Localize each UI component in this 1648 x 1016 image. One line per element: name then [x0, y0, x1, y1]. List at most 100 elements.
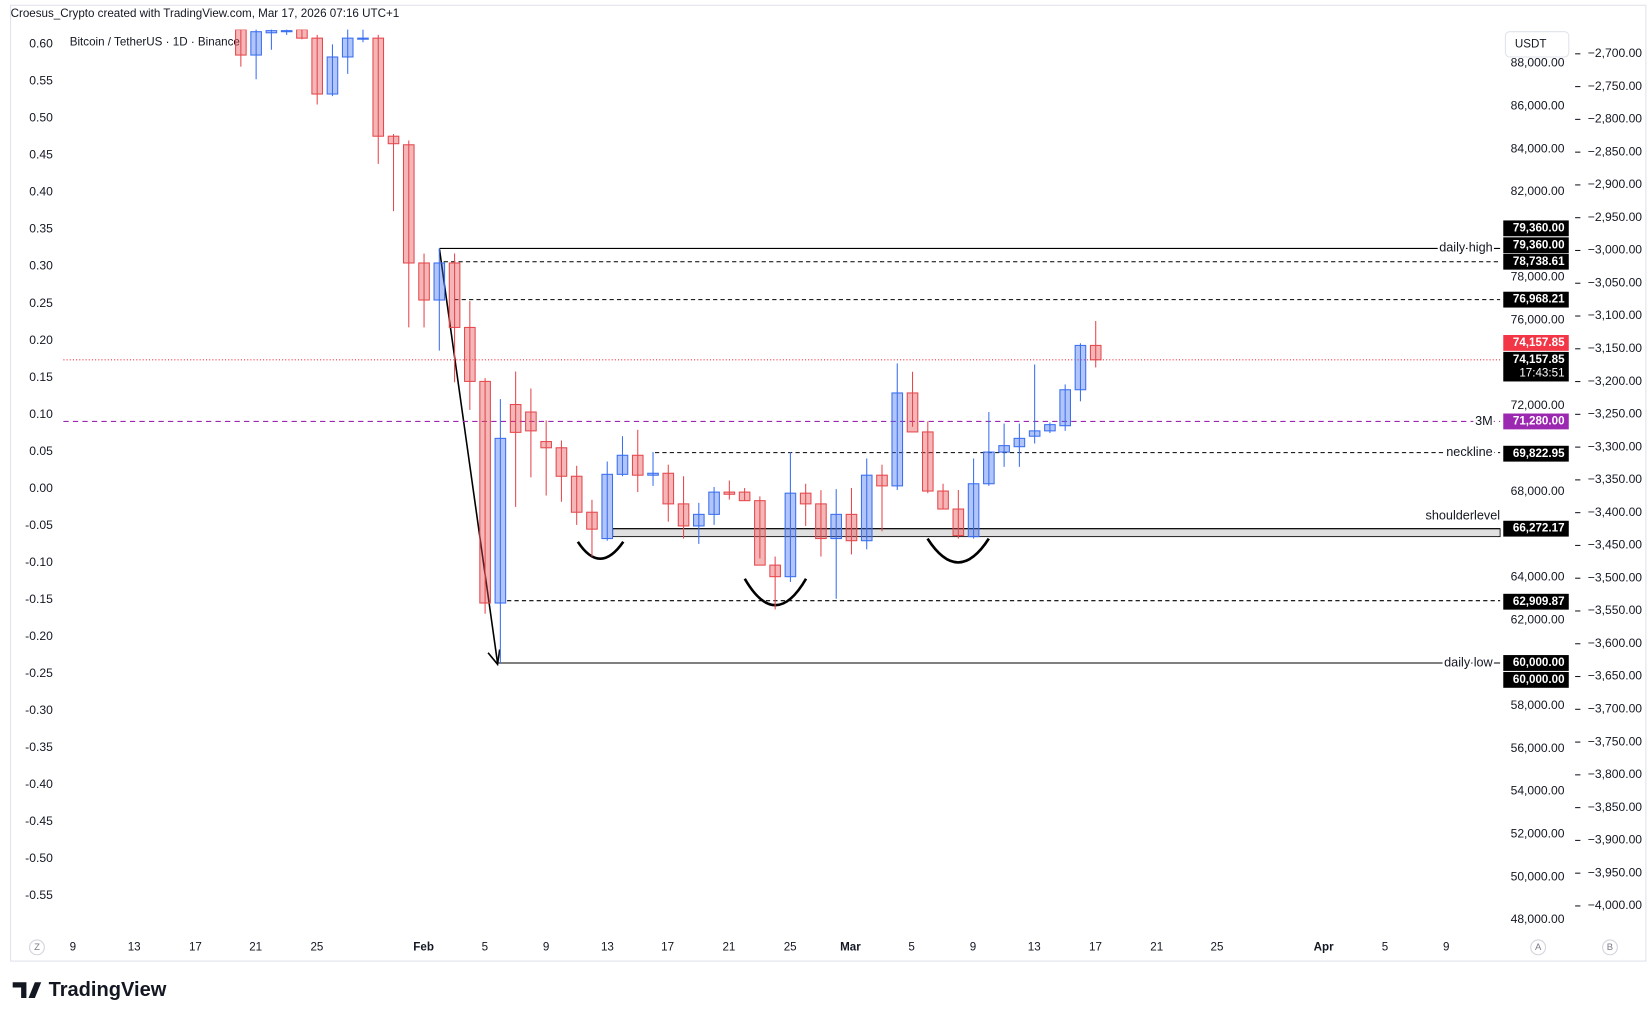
y-tick-label: −3,000.00 — [1588, 243, 1643, 257]
x-tick-label: 21 — [1150, 940, 1163, 953]
x-tick-label: 25 — [310, 940, 323, 953]
y-tick-label: −3,100.00 — [1588, 308, 1643, 322]
level-name: neckline — [1446, 445, 1492, 459]
axes: 88,000.00 86,000.00 84,000.00 82,000.00 78,0… — [25, 37, 1642, 954]
auto-button-label[interactable]: A — [1535, 942, 1542, 953]
candle-body — [647, 472, 659, 476]
price-label: 79,360.00 — [1513, 221, 1565, 234]
zoom-button-label[interactable]: Z — [34, 942, 40, 953]
x-tick-label: 17 — [1089, 940, 1102, 953]
currency[interactable]: USDT — [1515, 37, 1547, 50]
y-tick-label: 0.35 — [29, 222, 53, 236]
y-tick-label: 0.30 — [29, 259, 53, 273]
candle-body — [799, 492, 812, 505]
price-label-box — [1503, 445, 1569, 462]
candle-body — [845, 513, 858, 542]
candle-body — [479, 380, 491, 604]
y-tick-label: 0.15 — [29, 370, 53, 384]
x-tick-label: 9 — [543, 940, 549, 953]
candle-body — [937, 490, 949, 510]
x-tick-label: 5 — [1382, 940, 1388, 953]
settings-button[interactable] — [1602, 939, 1618, 956]
y-tick-label: -0.30 — [25, 703, 53, 717]
y-tick-label: −3,300.00 — [1588, 439, 1643, 453]
y-tick-label: 64,000.00 — [1511, 570, 1565, 584]
x-tick-label: 5 — [908, 940, 914, 953]
y-tick-label: −3,550.00 — [1588, 603, 1643, 617]
candle-body — [677, 503, 690, 527]
x-tick-label: Apr — [1314, 940, 1334, 953]
y-tick-label: -0.25 — [25, 666, 53, 680]
candle-body — [784, 492, 797, 578]
candle-body — [631, 454, 644, 476]
auto-button[interactable] — [1530, 939, 1547, 956]
candle-body — [693, 513, 705, 527]
y-tick-label: -0.45 — [25, 814, 53, 828]
price-label-box — [1503, 237, 1569, 254]
candle-body — [769, 564, 781, 578]
candle-body — [280, 30, 293, 33]
y-tick-label: −3,700.00 — [1588, 702, 1643, 716]
x-tick-label: Mar — [840, 940, 861, 953]
candle-body — [494, 437, 507, 604]
zoom-button[interactable] — [29, 939, 45, 956]
price-label: 66,272.17 — [1513, 522, 1565, 535]
price-label: 79,360.00 — [1513, 238, 1565, 251]
candle-body — [815, 503, 827, 540]
y-tick-label: 56,000.00 — [1511, 741, 1565, 755]
candle-body — [402, 144, 415, 264]
candle-body — [509, 403, 522, 433]
x-tick-label: 5 — [482, 940, 488, 953]
candle-body — [464, 326, 476, 382]
y-tick-label: 84,000.00 — [1511, 141, 1565, 155]
currency-box[interactable] — [1504, 31, 1570, 58]
x-tick-label: 17 — [661, 940, 674, 953]
x-tick-label: 21 — [249, 940, 262, 953]
price-labels: daily high 79,360.00 79,360.00 78,738.61 76,… — [1423, 220, 1569, 688]
candle-body — [723, 491, 736, 495]
candle-body — [708, 491, 720, 515]
candle-body — [876, 474, 888, 487]
y-tick-label: 0.40 — [29, 185, 53, 199]
price-label-box — [1503, 520, 1569, 537]
candle-body — [1074, 344, 1087, 391]
y-tick-label: -0.20 — [25, 629, 53, 643]
candle-body — [754, 500, 766, 566]
candle-body — [296, 29, 308, 39]
level-name: daily low — [1444, 655, 1493, 669]
candle-body — [387, 135, 400, 145]
settings-button-label[interactable]: B — [1607, 942, 1613, 953]
price-label: 71,280.00 — [1513, 415, 1565, 428]
candle-body — [418, 262, 430, 301]
y-tick-label: -0.35 — [25, 740, 53, 754]
y-tick-label: 48,000.00 — [1511, 912, 1565, 926]
price-label: 60,000.00 — [1513, 656, 1565, 669]
y-tick-label: 62,000.00 — [1511, 612, 1565, 626]
candle-body — [830, 513, 843, 540]
x-tick-label: Feb — [413, 940, 434, 953]
price-label: 78,738.61 — [1513, 255, 1565, 268]
y-tick-label: 76,000.00 — [1511, 313, 1565, 327]
shoulder-arc — [926, 537, 990, 564]
shoulder-arc — [576, 541, 625, 560]
candle-body — [921, 431, 934, 492]
x-tick-label: 9 — [1443, 940, 1449, 953]
y-tick-label: 0.25 — [29, 296, 53, 310]
x-tick-label: 13 — [1028, 940, 1041, 953]
candle-body — [311, 37, 323, 95]
y-tick-label: −3,200.00 — [1588, 374, 1643, 388]
price-label-box — [1503, 655, 1569, 671]
price-label: 69,822.95 — [1513, 447, 1565, 460]
candle-body — [326, 56, 339, 95]
x-tick-label: 17 — [189, 940, 202, 953]
y-tick-label: −3,750.00 — [1588, 734, 1643, 748]
y-tick-label: −3,500.00 — [1588, 570, 1643, 584]
x-tick-label: 25 — [1211, 940, 1224, 953]
y-tick-label: −2,900.00 — [1588, 177, 1643, 191]
arrow-head — [487, 649, 501, 667]
y-tick-label: 58,000.00 — [1511, 698, 1565, 712]
price-label-box — [1503, 593, 1569, 610]
y-tick-label: -0.05 — [25, 518, 53, 532]
